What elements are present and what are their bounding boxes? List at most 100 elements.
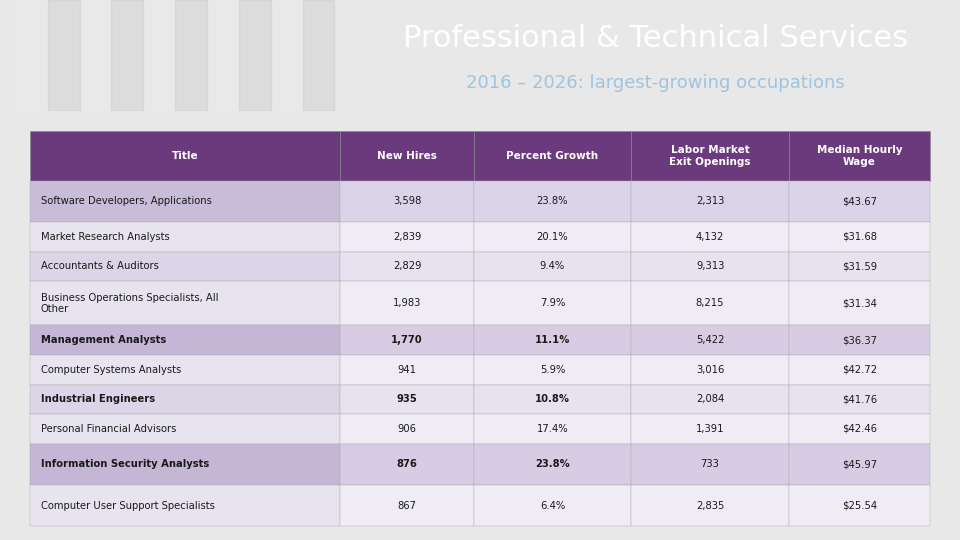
Bar bbox=[341, 180, 473, 222]
Bar bbox=[632, 252, 789, 281]
Bar bbox=[341, 252, 473, 281]
Text: Percent Growth: Percent Growth bbox=[507, 151, 598, 161]
Text: Information Security Analysts: Information Security Analysts bbox=[40, 460, 209, 469]
Text: 23.8%: 23.8% bbox=[537, 197, 568, 206]
Text: 9,313: 9,313 bbox=[696, 261, 724, 272]
Bar bbox=[48, 0, 80, 111]
Bar bbox=[789, 281, 930, 326]
Text: $31.59: $31.59 bbox=[842, 261, 877, 272]
Bar bbox=[341, 444, 473, 485]
Bar bbox=[473, 444, 632, 485]
Text: 733: 733 bbox=[701, 460, 719, 469]
Text: 867: 867 bbox=[397, 501, 417, 511]
Bar bbox=[30, 326, 341, 355]
Text: 941: 941 bbox=[397, 365, 417, 375]
Text: Title: Title bbox=[172, 151, 199, 161]
Bar bbox=[632, 281, 789, 326]
Bar bbox=[341, 485, 473, 526]
Text: 2,839: 2,839 bbox=[393, 232, 421, 242]
Bar bbox=[632, 222, 789, 252]
Bar bbox=[30, 222, 341, 252]
Bar bbox=[473, 180, 632, 222]
Text: 5,422: 5,422 bbox=[696, 335, 725, 345]
Text: 2,084: 2,084 bbox=[696, 394, 724, 404]
Bar bbox=[30, 384, 341, 414]
Text: $31.34: $31.34 bbox=[842, 298, 877, 308]
Text: Median Hourly
Wage: Median Hourly Wage bbox=[817, 145, 902, 167]
Text: 876: 876 bbox=[396, 460, 418, 469]
Text: 11.1%: 11.1% bbox=[535, 335, 570, 345]
Text: $45.97: $45.97 bbox=[842, 460, 877, 469]
Bar bbox=[789, 384, 930, 414]
Bar bbox=[341, 414, 473, 444]
Bar bbox=[473, 281, 632, 326]
Text: 5.9%: 5.9% bbox=[540, 365, 565, 375]
Bar bbox=[30, 131, 341, 180]
Bar bbox=[341, 222, 473, 252]
Bar bbox=[473, 326, 632, 355]
Bar bbox=[30, 355, 341, 384]
Text: Market Research Analysts: Market Research Analysts bbox=[40, 232, 169, 242]
Text: $25.54: $25.54 bbox=[842, 501, 877, 511]
Text: 935: 935 bbox=[396, 394, 418, 404]
Text: 10.8%: 10.8% bbox=[535, 394, 570, 404]
Bar bbox=[16, 0, 48, 111]
Text: 3,016: 3,016 bbox=[696, 365, 724, 375]
Bar bbox=[30, 444, 341, 485]
Text: $36.37: $36.37 bbox=[842, 335, 877, 345]
Text: 1,983: 1,983 bbox=[393, 298, 421, 308]
Text: 2,829: 2,829 bbox=[393, 261, 421, 272]
Text: $31.68: $31.68 bbox=[842, 232, 877, 242]
Bar bbox=[30, 414, 341, 444]
Bar bbox=[341, 131, 473, 180]
Bar bbox=[789, 131, 930, 180]
Bar bbox=[302, 0, 334, 111]
Text: 2016 – 2026: largest-growing occupations: 2016 – 2026: largest-growing occupations bbox=[466, 74, 845, 92]
Text: 2,313: 2,313 bbox=[696, 197, 724, 206]
Bar bbox=[789, 180, 930, 222]
Bar bbox=[632, 414, 789, 444]
Bar bbox=[473, 252, 632, 281]
Text: 1,391: 1,391 bbox=[696, 424, 725, 434]
Bar bbox=[271, 0, 302, 111]
Bar bbox=[789, 355, 930, 384]
Bar bbox=[30, 281, 341, 326]
Bar bbox=[30, 252, 341, 281]
Bar bbox=[473, 131, 632, 180]
Text: 7.9%: 7.9% bbox=[540, 298, 565, 308]
Text: Accountants & Auditors: Accountants & Auditors bbox=[40, 261, 158, 272]
Bar bbox=[30, 180, 341, 222]
Text: $42.46: $42.46 bbox=[842, 424, 877, 434]
Text: Management Analysts: Management Analysts bbox=[40, 335, 166, 345]
Text: Personal Financial Advisors: Personal Financial Advisors bbox=[40, 424, 176, 434]
Bar bbox=[789, 485, 930, 526]
Bar bbox=[341, 355, 473, 384]
Bar bbox=[632, 384, 789, 414]
Text: 1,770: 1,770 bbox=[392, 335, 422, 345]
Bar bbox=[789, 252, 930, 281]
Bar bbox=[473, 355, 632, 384]
Text: $42.72: $42.72 bbox=[842, 365, 877, 375]
Text: 3,598: 3,598 bbox=[393, 197, 421, 206]
Bar bbox=[341, 281, 473, 326]
Text: $43.67: $43.67 bbox=[842, 197, 877, 206]
Bar bbox=[632, 131, 789, 180]
Text: Industrial Engineers: Industrial Engineers bbox=[40, 394, 155, 404]
Bar bbox=[175, 0, 207, 111]
Text: 906: 906 bbox=[397, 424, 417, 434]
Text: 20.1%: 20.1% bbox=[537, 232, 568, 242]
Text: $41.76: $41.76 bbox=[842, 394, 877, 404]
Bar bbox=[632, 180, 789, 222]
Text: 4,132: 4,132 bbox=[696, 232, 724, 242]
Bar bbox=[473, 414, 632, 444]
Text: 9.4%: 9.4% bbox=[540, 261, 565, 272]
Bar bbox=[789, 414, 930, 444]
Bar bbox=[80, 0, 111, 111]
Text: Labor Market
Exit Openings: Labor Market Exit Openings bbox=[669, 145, 751, 167]
Text: 17.4%: 17.4% bbox=[537, 424, 568, 434]
Text: Software Developers, Applications: Software Developers, Applications bbox=[40, 197, 211, 206]
Bar bbox=[143, 0, 175, 111]
Bar bbox=[207, 0, 239, 111]
Bar bbox=[341, 384, 473, 414]
Bar bbox=[239, 0, 271, 111]
